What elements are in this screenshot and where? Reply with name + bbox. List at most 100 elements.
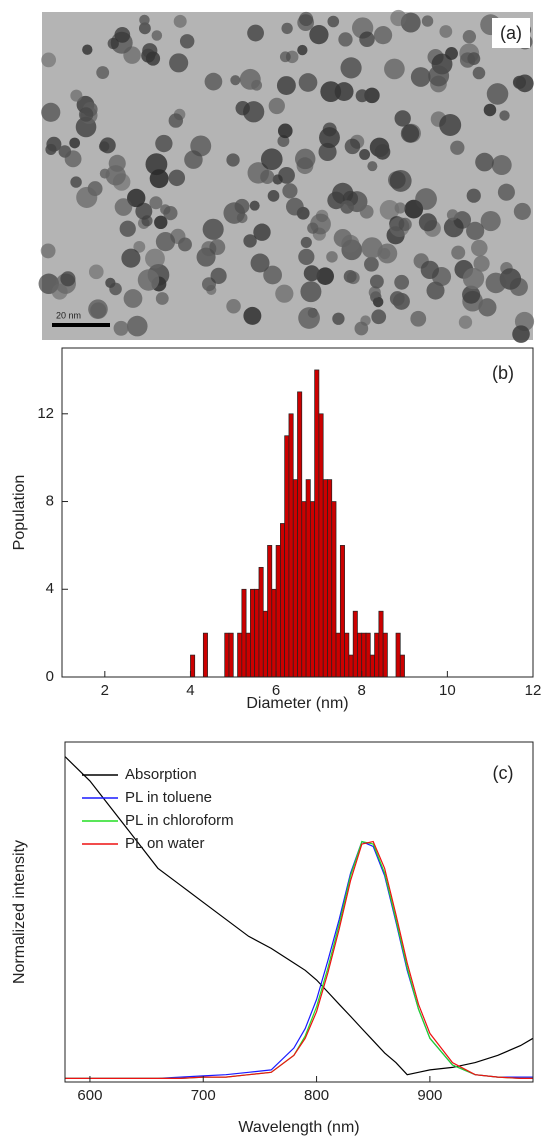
particle: [298, 307, 320, 329]
panel-label: (a): [500, 23, 522, 43]
y-tick-label: 4: [46, 580, 54, 597]
particle: [478, 298, 497, 317]
particle: [497, 183, 515, 201]
bar: [288, 413, 294, 678]
x-tick-label: 6: [272, 682, 280, 699]
particle: [151, 30, 163, 41]
bar: [254, 588, 260, 678]
particle: [178, 237, 192, 252]
particles: [38, 9, 535, 343]
particle: [513, 202, 531, 220]
particle: [426, 281, 445, 300]
particle: [310, 213, 331, 235]
particle: [123, 46, 141, 64]
particle: [226, 298, 241, 314]
particle: [127, 188, 146, 208]
particle: [343, 270, 357, 283]
particle: [82, 44, 93, 55]
particle: [340, 200, 354, 214]
particle: [418, 213, 437, 232]
particle: [326, 251, 338, 263]
particle: [90, 302, 107, 319]
bar: [382, 632, 388, 678]
particle: [368, 286, 381, 299]
scale-bar-label: 20 nm: [56, 310, 81, 320]
particle: [58, 145, 72, 158]
particle: [87, 181, 103, 197]
x-tick-label: 800: [304, 1087, 329, 1104]
particle: [394, 274, 410, 290]
plot-frame: [61, 347, 534, 678]
bar: [202, 632, 208, 678]
bar: [327, 479, 333, 678]
bar: [309, 501, 315, 678]
particle: [204, 72, 223, 91]
bar: [344, 632, 350, 678]
bar: [395, 632, 401, 678]
particle: [168, 169, 186, 187]
particle: [344, 138, 361, 155]
particle: [341, 234, 360, 253]
particle: [60, 271, 76, 287]
particle: [70, 176, 82, 188]
particle: [251, 79, 263, 91]
particle: [70, 89, 83, 102]
x-tick-label: 4: [186, 682, 194, 699]
particle: [392, 292, 410, 310]
particle: [371, 309, 387, 325]
particle: [275, 284, 294, 303]
particle: [281, 22, 293, 35]
particle: [446, 225, 457, 236]
particle: [277, 123, 293, 139]
particle: [99, 137, 116, 154]
particle: [458, 315, 473, 329]
particle: [78, 107, 94, 122]
particle: [250, 253, 270, 273]
bar: [258, 566, 264, 678]
particle: [297, 14, 315, 31]
bar: [331, 501, 337, 678]
particle: [369, 274, 384, 289]
particle: [145, 248, 165, 269]
bar: [352, 610, 358, 678]
x-tick-label: 2: [101, 682, 109, 699]
bar: [228, 632, 234, 678]
x-tick-label: 600: [77, 1087, 102, 1104]
particle: [483, 103, 497, 117]
particle: [471, 239, 488, 257]
bar: [399, 654, 405, 678]
particle: [277, 135, 290, 148]
particle: [272, 174, 283, 185]
particle: [327, 191, 345, 210]
particle: [51, 283, 68, 300]
particle: [260, 148, 283, 171]
x-axis-label: Wavelength (nm): [238, 1119, 359, 1136]
particle: [439, 114, 462, 136]
bar: [224, 632, 230, 678]
particle: [109, 282, 122, 296]
particle: [126, 315, 148, 337]
particle: [359, 31, 375, 47]
particle: [450, 140, 465, 155]
bar: [305, 479, 311, 678]
bar: [241, 588, 247, 678]
bar: [262, 610, 268, 678]
particle: [297, 44, 308, 56]
particle: [512, 75, 527, 89]
particle: [210, 267, 227, 284]
particle: [415, 188, 437, 210]
particle: [107, 37, 119, 50]
panel-label: (c): [493, 763, 514, 783]
particle: [446, 209, 459, 221]
bar: [190, 654, 196, 678]
particle: [113, 320, 129, 336]
particle: [374, 144, 391, 160]
bar: [237, 632, 243, 678]
particle: [155, 232, 176, 252]
particle: [319, 127, 340, 149]
particle: [139, 14, 150, 26]
particle: [359, 204, 374, 219]
particle: [364, 87, 380, 104]
particle: [300, 281, 322, 303]
particle: [202, 218, 224, 240]
